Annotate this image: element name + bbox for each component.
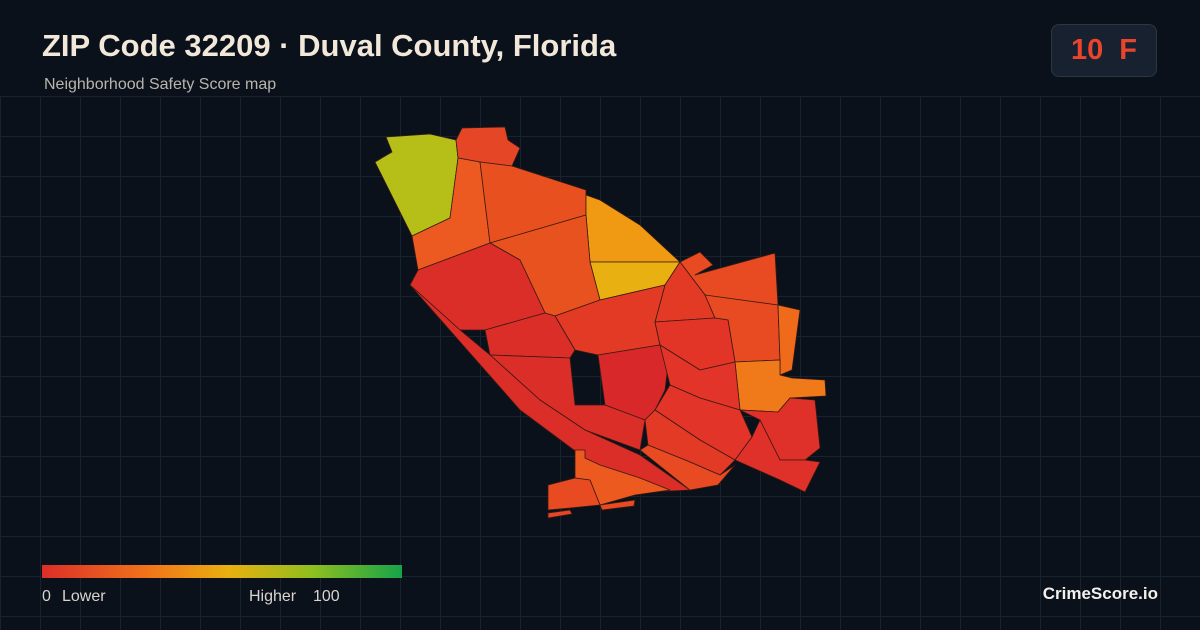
area [585,194,681,263]
area [777,304,801,376]
legend-min-label: Lower [62,588,106,605]
legend-bar [42,565,402,578]
subtitle: Neighborhood Safety Score map [44,76,277,93]
legend-max-label: Higher [249,588,297,605]
area [734,419,821,493]
area [409,242,546,331]
score-grade: F [1119,34,1137,66]
legend-max: 100 [313,588,340,605]
area [599,499,636,511]
legend-min: 0 [42,588,51,605]
area [639,444,736,491]
title: ZIP Code 32209 · Duval County, Florida [42,28,617,63]
score-value: 10 [1071,34,1104,66]
brand: CrimeScore.io [1042,584,1158,603]
area [409,284,691,493]
area [547,509,573,519]
score-badge: 10 F [1051,24,1157,77]
